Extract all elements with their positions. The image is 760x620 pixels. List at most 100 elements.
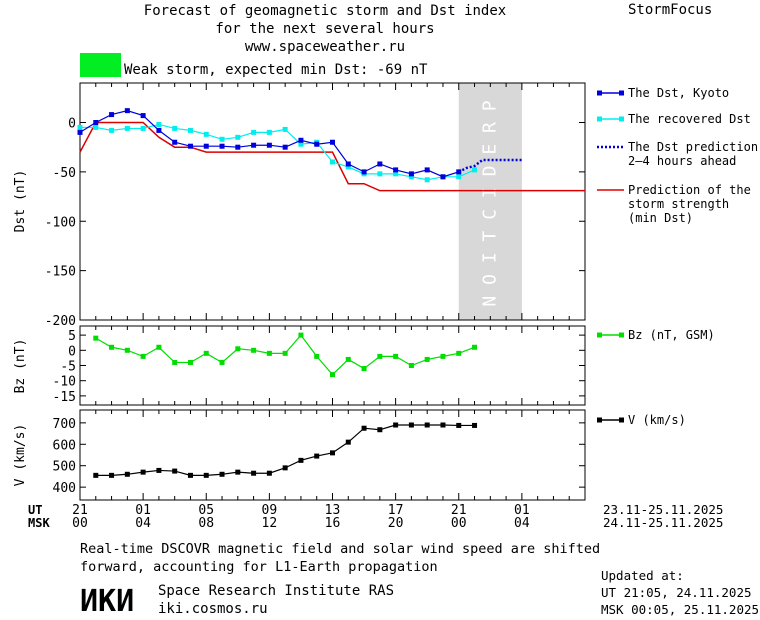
msk-tick-label: 04 — [514, 516, 530, 531]
y-tick-label: -10 — [53, 375, 76, 390]
msk-tick-label: 00 — [72, 516, 88, 531]
dst-kyoto-line-point — [393, 167, 399, 173]
footer-note-line-1: Real-time DSCOVR magnetic field and sola… — [80, 541, 601, 557]
institute-site[interactable]: iki.cosmos.ru — [158, 601, 268, 617]
legend-dst-kyoto-swatch-point — [619, 90, 624, 96]
ut-tick-label: 01 — [514, 503, 530, 518]
dst-kyoto-line-point — [235, 144, 241, 150]
bz-line-point — [377, 353, 383, 359]
recovered-dst-line-point — [472, 167, 478, 173]
bz-line-point — [203, 350, 209, 356]
dst-kyoto-line-point — [282, 144, 288, 150]
bz-line-point — [172, 359, 178, 365]
recovered-dst-line-point — [187, 127, 193, 133]
dst-kyoto-line-point — [77, 129, 83, 135]
y-tick-label: -100 — [45, 215, 76, 230]
v-line-point — [156, 467, 162, 473]
legend-dst-kyoto-label: The Dst, Kyoto — [628, 86, 729, 100]
v-line-point — [187, 472, 193, 478]
prediction-band-letter: N — [479, 296, 500, 307]
legend-v-label: V (km/s) — [628, 413, 686, 427]
bz-line-point — [298, 332, 304, 338]
prediction-band-letter: E — [479, 144, 500, 155]
recovered-dst-line-point — [330, 159, 335, 165]
recovered-dst-line-point — [298, 141, 304, 147]
legend-recovered-dst-label: The recovered Dst — [628, 112, 751, 126]
msk-tick-label: 08 — [198, 516, 214, 531]
bz-line-point — [345, 356, 351, 362]
storm-strength-line — [79, 121, 585, 192]
msk-tick-label: 20 — [388, 516, 404, 531]
dst-kyoto-line-point — [219, 143, 225, 149]
ut-axis-label: UT — [28, 503, 42, 517]
dst-kyoto-line-point — [377, 161, 383, 167]
ut-tick-label: 21 — [451, 503, 467, 518]
dst-kyoto-line-point — [298, 137, 304, 143]
recovered-dst-line-point — [393, 171, 399, 177]
dst-kyoto-line-point — [124, 108, 130, 114]
iki-logo-icon: ИКИ — [80, 584, 134, 616]
bz-line-point — [314, 353, 320, 359]
bz-line-point — [424, 356, 430, 362]
v-line-point — [219, 471, 225, 477]
dst-kyoto-line-point — [314, 141, 320, 147]
chart-title-url[interactable]: www.spaceweather.ru — [244, 39, 406, 55]
ut-date-range: 23.11-25.11.2025 — [603, 502, 723, 517]
y-tick-label: 5 — [68, 329, 76, 344]
legend-dst-prediction-label: 2–4 hours ahead — [628, 154, 736, 168]
legend-bz-swatch-point — [597, 332, 602, 338]
prediction-band-letter: T — [479, 230, 500, 241]
footer-note-line-2: forward, accounting for L1-Earth propaga… — [80, 559, 438, 575]
ut-tick-label: 05 — [198, 503, 214, 518]
y-axis-label: Bz (nT) — [13, 339, 28, 394]
chart-title-line-2: for the next several hours — [215, 21, 435, 37]
recovered-dst-line-point — [203, 131, 209, 137]
ut-tick-label: 17 — [388, 503, 404, 518]
legend-recovered-dst-swatch-point — [597, 116, 602, 122]
v-line-point — [93, 472, 99, 478]
recovered-dst-line-point — [77, 124, 83, 130]
msk-tick-label: 04 — [135, 516, 151, 531]
chart-title-line-1: Forecast of geomagnetic storm and Dst in… — [143, 3, 507, 19]
ut-tick-label: 09 — [262, 503, 278, 518]
legend-bz-label: Bz (nT, GSM) — [628, 328, 715, 342]
prediction-band — [458, 83, 522, 320]
dst-kyoto-line-point — [203, 143, 209, 149]
recovered-dst-line-point — [456, 174, 462, 180]
dst-kyoto-line-point — [156, 127, 162, 133]
v-line-point — [314, 453, 320, 459]
bz-line-point — [330, 372, 335, 378]
dst-kyoto-line-point — [440, 174, 446, 180]
dst-kyoto-line-point — [109, 112, 115, 118]
legend-v-swatch-point — [619, 417, 624, 423]
v-line-point — [472, 422, 478, 428]
storm-level-label: Weak storm, expected min Dst: -69 nT — [124, 62, 428, 78]
y-tick-label: 0 — [68, 344, 76, 359]
msk-tick-label: 00 — [451, 516, 467, 531]
dst-kyoto-line-point — [408, 171, 414, 177]
bz-line-point — [361, 366, 367, 372]
v-line-point — [140, 469, 146, 475]
legend-storm-strength-label: storm strength — [628, 197, 729, 211]
recovered-dst-line-point — [124, 125, 130, 131]
legend-dst-kyoto-swatch-point — [597, 90, 602, 96]
bz-line-point — [219, 359, 225, 365]
v-line-point — [345, 439, 351, 445]
msk-tick-label: 12 — [262, 516, 278, 531]
dst-kyoto-line-point — [251, 142, 257, 148]
prediction-band-letter: O — [479, 274, 500, 285]
bz-line-point — [235, 346, 241, 352]
recovered-dst-line-point — [172, 125, 178, 131]
dst-kyoto-line-point — [172, 139, 178, 145]
recovered-dst-line-point — [266, 129, 272, 135]
v-line-point — [203, 472, 209, 478]
dst-kyoto-line-point — [266, 142, 272, 148]
storm-level-swatch — [80, 53, 121, 77]
panel-frame — [79, 325, 586, 406]
v-line-point — [172, 468, 178, 474]
legend-v-swatch-point — [597, 417, 602, 423]
v-line-point — [251, 470, 257, 476]
dst-kyoto-line-point — [361, 169, 367, 175]
v-line-point — [124, 471, 130, 477]
